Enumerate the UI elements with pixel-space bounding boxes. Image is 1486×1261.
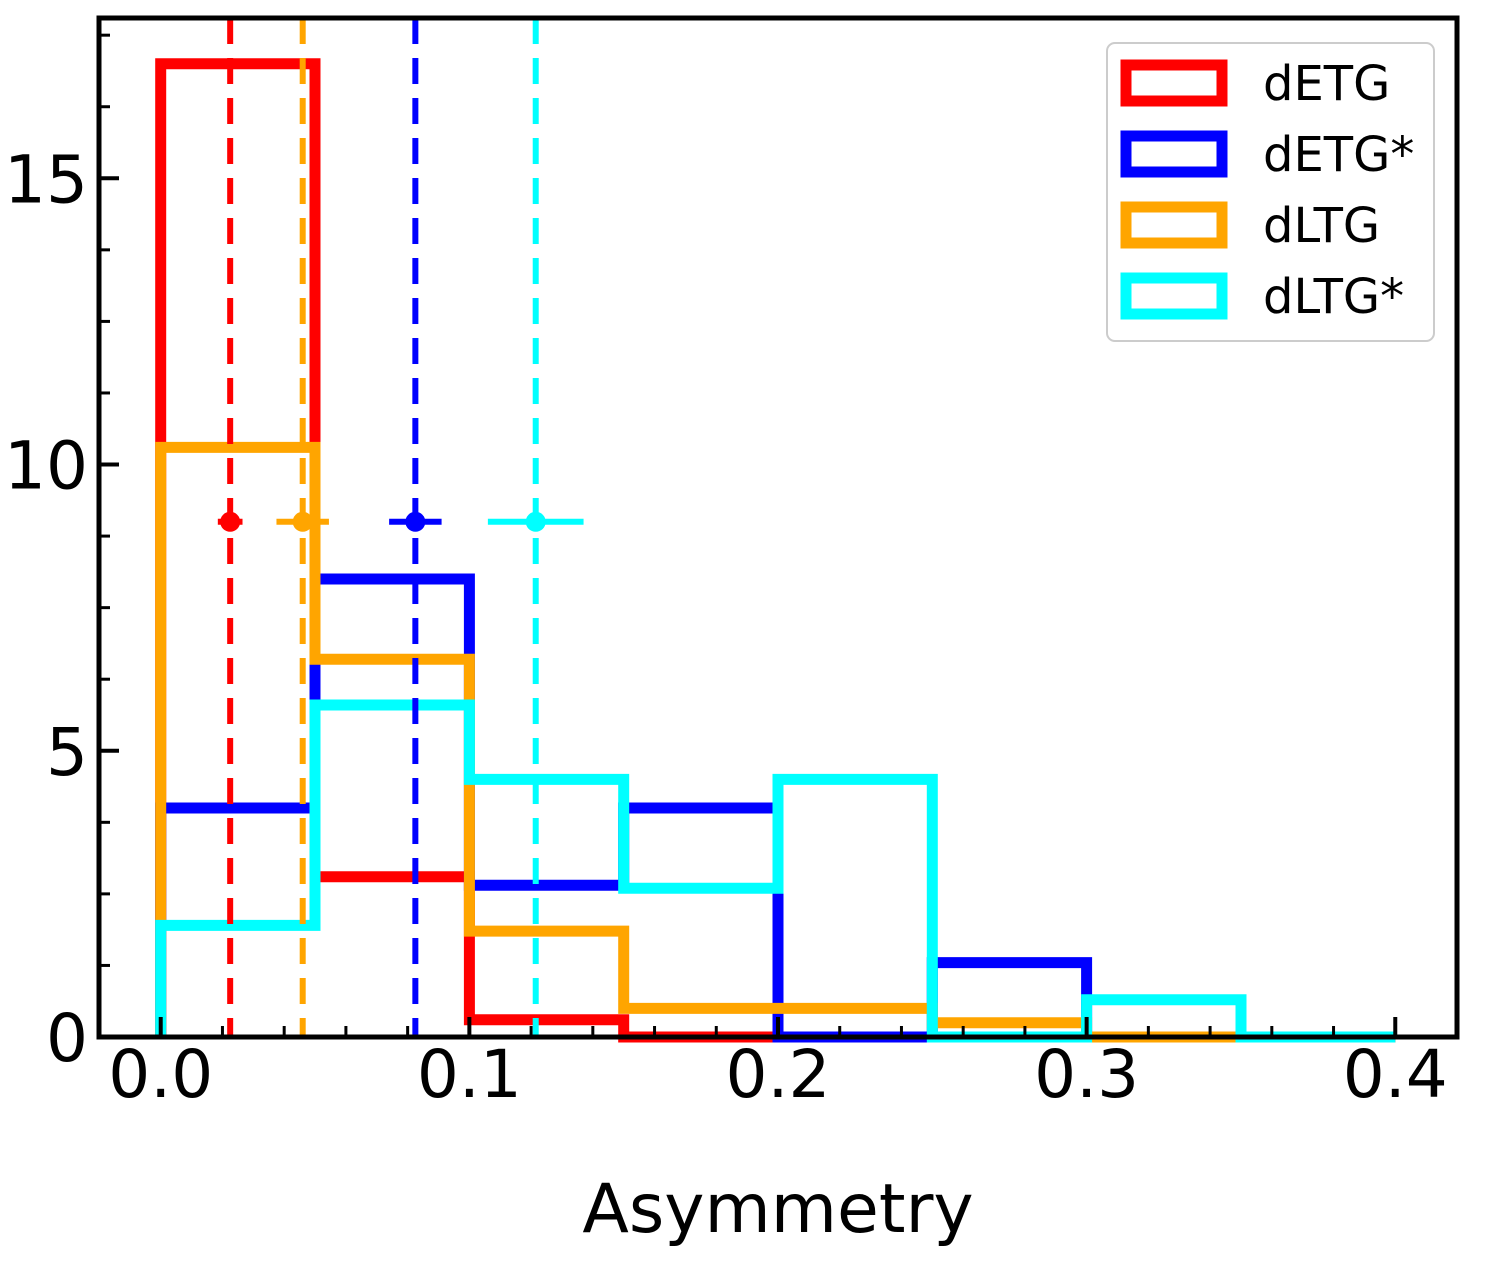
- x-tick-label: 0.4: [1343, 1036, 1448, 1113]
- legend-label-dltg: dLTG: [1263, 198, 1380, 254]
- x-tick-label: 0.0: [108, 1036, 213, 1113]
- y-tick-label: 5: [46, 714, 88, 791]
- median-markers-layer: [217, 18, 584, 1037]
- plot-frame: [96, 15, 1460, 1040]
- legend-swatch-dltg: [1120, 201, 1228, 249]
- legend-swatch-detg: [1120, 59, 1228, 107]
- median-marker-dltg: [292, 511, 313, 532]
- median-marker-detg-star: [405, 511, 426, 532]
- x-tick-label: 0.1: [417, 1036, 522, 1113]
- median-marker-dltg-star: [525, 511, 546, 532]
- legend-swatch-detg-star: [1120, 130, 1228, 178]
- tick-labels-layer: 0.0 0.1 0.2 0.3 0.4 0 5 10 15: [4, 141, 1448, 1113]
- legend-label-detg: dETG: [1263, 56, 1390, 112]
- legend-label-detg-star: dETG*: [1263, 127, 1414, 183]
- legend-box: [1106, 42, 1435, 342]
- y-tick-label: 15: [4, 141, 88, 218]
- histogram-series-dltg-star: [155, 699, 1396, 1043]
- x-tick-label: 0.3: [1034, 1036, 1139, 1113]
- legend-swatch-dltg-star: [1120, 272, 1228, 320]
- y-tick-label: 10: [4, 428, 88, 505]
- legend-label-dltg-star: dLTG*: [1263, 269, 1404, 325]
- legend: dETG dETG* dLTG dLTG*: [1106, 42, 1435, 342]
- x-axis-title: Asymmetry: [582, 1170, 973, 1249]
- median-marker-detg: [220, 511, 241, 532]
- y-tick-label: 0: [46, 1000, 88, 1077]
- x-tick-label: 0.2: [726, 1036, 831, 1113]
